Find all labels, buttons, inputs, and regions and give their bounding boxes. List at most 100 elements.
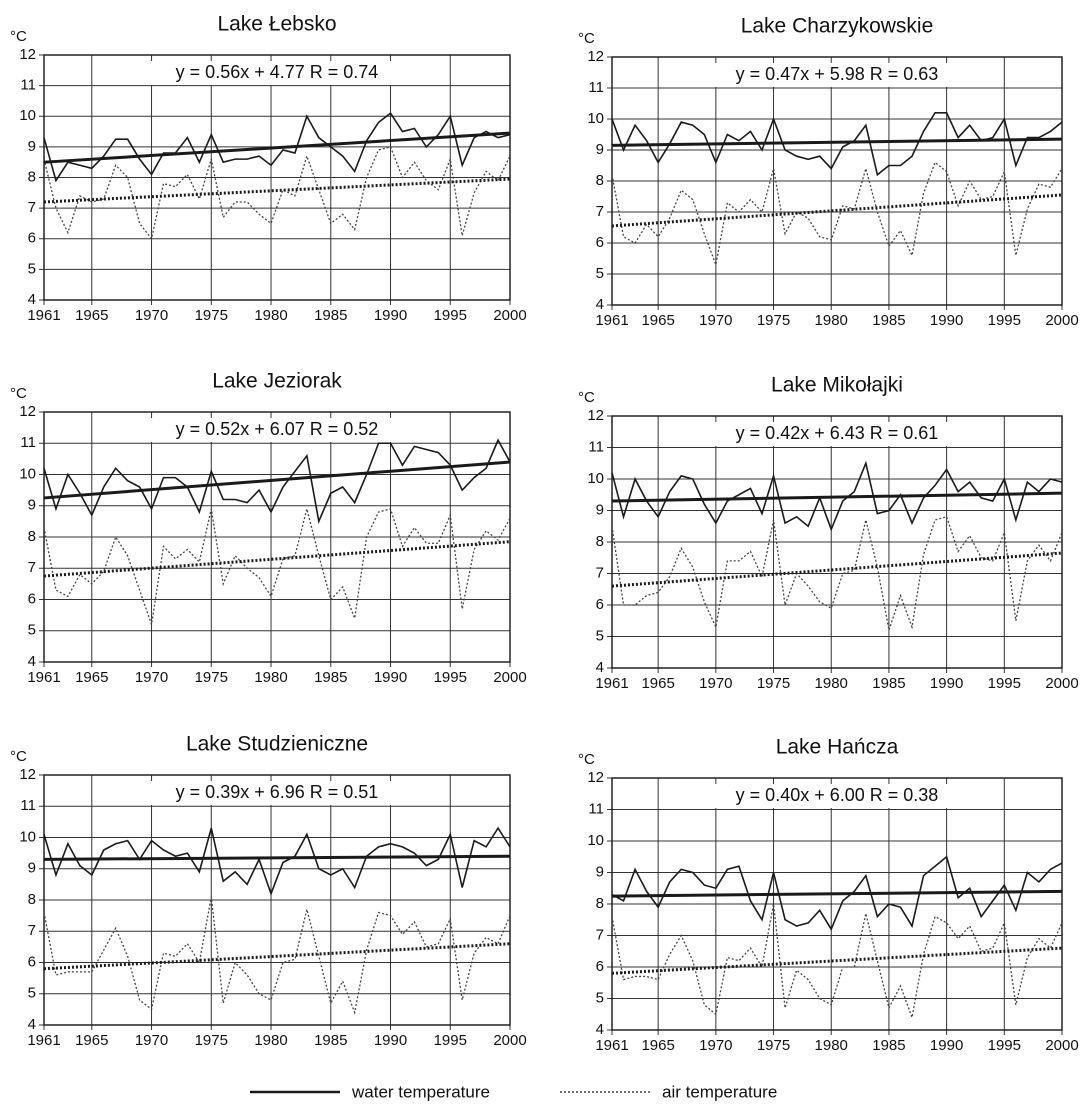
unit-label: °C bbox=[10, 385, 27, 402]
x-tick-label: 1985 bbox=[872, 312, 905, 329]
x-tick-label: 1975 bbox=[757, 675, 790, 692]
chart-panel: Lake Studzieniczne °C 4 5 6 7 8 9 10 11 12 1961 1965… bbox=[10, 733, 527, 1049]
y-tick-label: 7 bbox=[596, 564, 604, 581]
x-tick-label: 1985 bbox=[314, 669, 347, 686]
x-tick-label: 1975 bbox=[757, 312, 790, 329]
x-tick-label: 1970 bbox=[699, 312, 732, 329]
chart-title: Lake Łebsko bbox=[217, 13, 336, 36]
x-tick-label: 1965 bbox=[75, 1032, 108, 1049]
y-tick-label: 10 bbox=[19, 107, 36, 124]
y-tick-label: 11 bbox=[588, 800, 604, 817]
y-tick-label: 9 bbox=[28, 860, 36, 877]
x-tick-label: 1975 bbox=[195, 1032, 228, 1049]
x-tick-label: 1965 bbox=[75, 669, 108, 686]
y-tick-label: 12 bbox=[587, 48, 604, 65]
x-tick-label: 1961 bbox=[595, 312, 628, 329]
x-tick-label: 1970 bbox=[699, 675, 732, 692]
y-tick-label: 10 bbox=[19, 828, 36, 845]
x-tick-label: 1970 bbox=[135, 669, 168, 686]
y-tick-label: 5 bbox=[596, 627, 604, 644]
x-tick-label: 1980 bbox=[815, 675, 848, 692]
unit-label: °C bbox=[10, 28, 27, 45]
chart-title: Lake Mikołajki bbox=[771, 374, 903, 397]
x-tick-label: 1985 bbox=[872, 675, 905, 692]
data-line bbox=[43, 508, 511, 625]
y-tick-label: 8 bbox=[596, 895, 604, 912]
equation: y = 0.39x + 6.96 R = 0.51 bbox=[176, 782, 379, 802]
y-tick-label: 5 bbox=[596, 989, 604, 1006]
y-tick-label: 6 bbox=[28, 590, 36, 607]
y-tick-label: 8 bbox=[28, 528, 36, 545]
y-tick-label: 8 bbox=[596, 533, 604, 550]
y-tick-label: 4 bbox=[28, 653, 36, 670]
x-tick-label: 1961 bbox=[27, 307, 60, 324]
chart-panel: Lake Mikołajki °C 4 5 6 7 8 9 10 11 12 1961 1965 1970… bbox=[578, 374, 1079, 692]
x-tick-label: 1980 bbox=[815, 312, 848, 329]
x-tick-label: 1985 bbox=[872, 1037, 905, 1054]
unit-label: °C bbox=[578, 389, 595, 406]
chart-panel: Lake Łebsko °C 4 5 6 7 8 9 10 11 12 1961 1965 1970 197… bbox=[10, 13, 527, 324]
plot-frame bbox=[43, 54, 511, 301]
x-tick-label: 1961 bbox=[595, 675, 628, 692]
y-tick-label: 9 bbox=[596, 141, 604, 158]
x-tick-label: 1965 bbox=[75, 307, 108, 324]
x-tick-label: 1970 bbox=[135, 307, 168, 324]
data-line bbox=[43, 438, 511, 525]
x-tick-label: 1990 bbox=[374, 1032, 407, 1049]
trend-line bbox=[43, 942, 511, 971]
annotation-bg bbox=[127, 781, 427, 805]
y-tick-label: 12 bbox=[19, 766, 36, 783]
y-tick-label: 7 bbox=[28, 922, 36, 939]
x-tick-label: 1975 bbox=[757, 1037, 790, 1054]
chart-panel: Lake Jeziorak °C 4 5 6 7 8 9 10 11 12 1961 1965 1970 1… bbox=[10, 370, 527, 686]
y-tick-label: 5 bbox=[28, 622, 36, 639]
y-tick-label: 5 bbox=[28, 260, 36, 277]
chart-title: Lake Jeziorak bbox=[212, 370, 342, 393]
plot-frame bbox=[43, 774, 511, 1026]
x-tick-label: 1965 bbox=[641, 1037, 674, 1054]
trend-line bbox=[43, 177, 511, 204]
y-tick-label: 11 bbox=[588, 438, 604, 455]
y-tick-label: 12 bbox=[19, 46, 36, 63]
x-tick-label: 1980 bbox=[254, 1032, 287, 1049]
x-tick-label: 1995 bbox=[434, 1032, 467, 1049]
x-tick-label: 1995 bbox=[988, 675, 1021, 692]
data-line bbox=[43, 112, 511, 183]
annotation-bg bbox=[127, 61, 427, 85]
x-tick-label: 1970 bbox=[699, 1037, 732, 1054]
x-tick-label: 1990 bbox=[374, 669, 407, 686]
trend-line bbox=[43, 540, 511, 578]
trend-line bbox=[611, 491, 1063, 503]
x-tick-label: 1961 bbox=[595, 1037, 628, 1054]
y-tick-label: 9 bbox=[28, 497, 36, 514]
annotation-bg bbox=[687, 422, 987, 446]
x-tick-label: 1990 bbox=[374, 307, 407, 324]
trend-line bbox=[43, 854, 511, 861]
y-tick-label: 8 bbox=[596, 172, 604, 189]
x-tick-label: 1990 bbox=[930, 675, 963, 692]
trend-line bbox=[611, 193, 1063, 228]
data-line bbox=[43, 826, 511, 897]
chart-panel: Lake Hańcza °C 4 5 6 7 8 9 10 11 12 1961 1965 1970 197… bbox=[578, 736, 1079, 1054]
y-tick-label: 7 bbox=[596, 926, 604, 943]
y-tick-label: 11 bbox=[20, 797, 36, 814]
x-tick-label: 1975 bbox=[195, 669, 228, 686]
y-tick-label: 4 bbox=[596, 296, 604, 313]
y-tick-label: 6 bbox=[596, 234, 604, 251]
equation: y = 0.47x + 5.98 R = 0.63 bbox=[736, 64, 939, 84]
y-tick-label: 6 bbox=[28, 230, 36, 247]
y-tick-label: 10 bbox=[587, 832, 604, 849]
x-tick-label: 1985 bbox=[314, 1032, 347, 1049]
equation: y = 0.52x + 6.07 R = 0.52 bbox=[176, 419, 379, 439]
trend-line bbox=[43, 131, 511, 164]
x-tick-label: 2000 bbox=[1045, 312, 1078, 329]
x-tick-label: 2000 bbox=[493, 669, 526, 686]
y-tick-label: 11 bbox=[20, 434, 36, 451]
y-tick-label: 8 bbox=[28, 891, 36, 908]
y-tick-label: 11 bbox=[588, 79, 604, 96]
y-tick-label: 4 bbox=[596, 659, 604, 676]
y-tick-label: 11 bbox=[20, 77, 36, 94]
annotation-bg bbox=[687, 784, 987, 808]
x-tick-label: 2000 bbox=[1045, 675, 1078, 692]
